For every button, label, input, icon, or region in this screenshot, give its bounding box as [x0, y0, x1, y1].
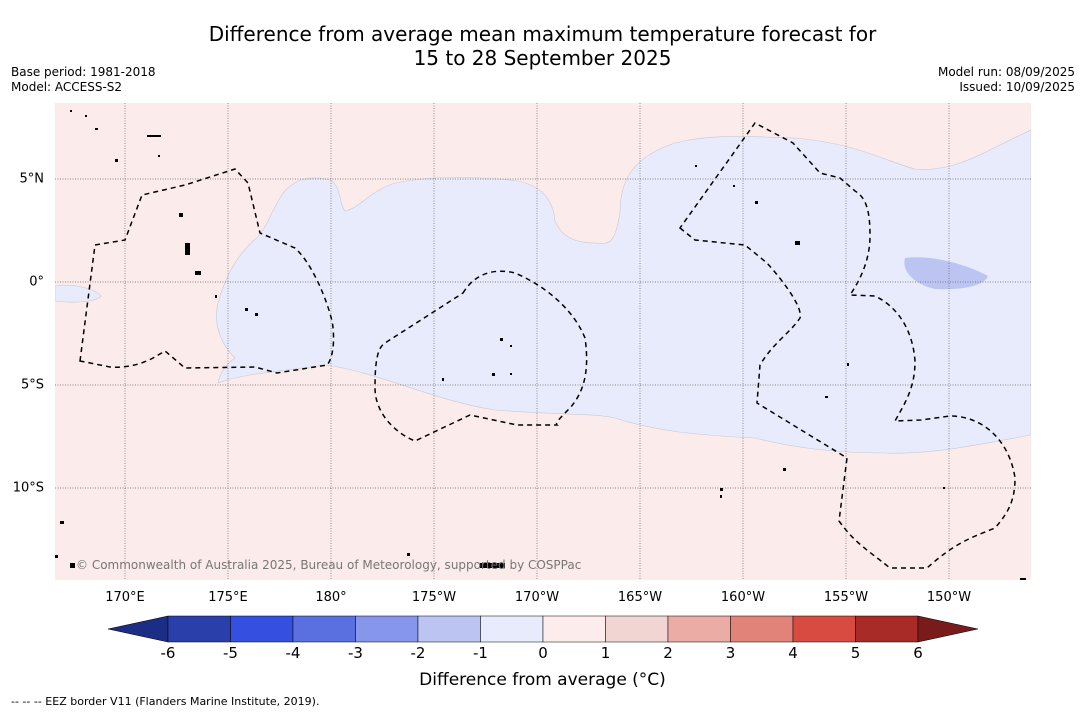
lon-label-150w: 150°W [926, 590, 972, 605]
colorbar-cell [542, 615, 606, 643]
title-line-1: Difference from average mean maximum tem… [208, 22, 877, 46]
colorbar [108, 615, 978, 643]
lon-label-175e: 175°E [208, 590, 248, 605]
colorbar-extend-low [108, 615, 169, 643]
colorbar-cell [230, 615, 294, 643]
lon-label-180: 180° [315, 590, 347, 605]
colorbar-cell [292, 615, 356, 643]
base-period: Base period: 1981-2018 [11, 65, 156, 79]
colorbar-cell [480, 615, 544, 643]
lon-label-160w: 160°W [720, 590, 766, 605]
colorbar-cell [417, 615, 481, 643]
title-line-2: 15 to 28 September 2025 [413, 46, 672, 70]
map-title: Difference from average mean maximum tem… [0, 22, 1085, 70]
colorbar-cell [667, 615, 731, 643]
islands [55, 110, 1026, 580]
model-run: Model run: 08/09/2025 [937, 65, 1075, 79]
colorbar-tick-label: 5 [850, 644, 861, 662]
stronger-anomaly-patch [904, 257, 988, 290]
colorbar-tick-label: 0 [538, 644, 548, 662]
eez-borders [79, 122, 1016, 569]
eez-legend-footnote: -- -- -- EEZ border V11 (Flanders Marine… [11, 695, 320, 708]
colorbar-tick-label: -2 [410, 644, 426, 662]
lon-label-170w: 170°W [514, 590, 560, 605]
lat-label-0: 0° [29, 274, 44, 290]
colorbar-tick-label: 3 [725, 644, 736, 662]
colorbar-cell [730, 615, 794, 643]
lat-label-10s: 10°S [12, 480, 44, 496]
colorbar-tick-label: 4 [788, 644, 798, 662]
colorbar-cell [355, 615, 419, 643]
colorbar-extend-high [917, 615, 978, 643]
colorbar-label: Difference from average (°C) [419, 670, 666, 690]
colorbar-cell [605, 615, 669, 643]
colorbar-tick-label: -5 [223, 644, 238, 662]
lat-label-5s: 5°S [20, 377, 44, 393]
map-panel [54, 103, 1032, 580]
lon-label-170e: 170°E [105, 590, 145, 605]
model-name: Model: ACCESS-S2 [11, 80, 123, 94]
lat-label-5n: 5°N [19, 171, 45, 187]
issued-date: Issued: 10/09/2025 [959, 80, 1075, 94]
colorbar-tick-label: -1 [473, 644, 488, 662]
colorbar-tick-label: 2 [663, 644, 673, 662]
map-svg [54, 103, 1032, 580]
negative-anomaly-region [216, 129, 1032, 454]
colorbar-cell [855, 615, 919, 643]
colorbar-tick-label: 1 [600, 644, 611, 662]
colorbar-tick-label: 6 [913, 644, 923, 662]
copyright-credit: © Commonwealth of Australia 2025, Bureau… [76, 558, 582, 572]
colorbar-cell [167, 615, 231, 643]
run-info: Model run: 08/09/2025 Issued: 10/09/2025 [938, 65, 1075, 95]
graticule [55, 103, 1031, 580]
colorbar-tick-label: -6 [160, 644, 176, 662]
colorbar-tick-label: -3 [348, 644, 363, 662]
lon-label-165w: 165°W [617, 590, 663, 605]
colorbar-cell [792, 615, 856, 643]
colorbar-tick-label: -4 [285, 644, 301, 662]
lon-label-155w: 155°W [823, 590, 869, 605]
lon-label-175w: 175°W [411, 590, 457, 605]
model-info: Base period: 1981-2018 Model: ACCESS-S2 [11, 65, 156, 95]
